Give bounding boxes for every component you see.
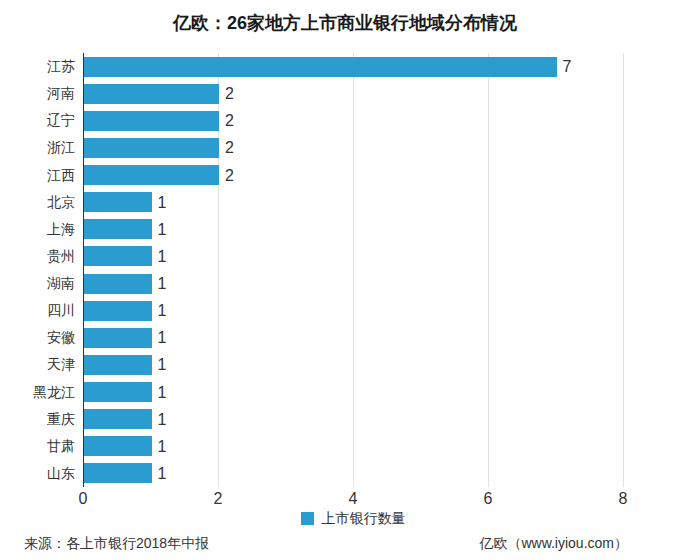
x-tick-label: 6 <box>484 490 493 508</box>
bar-row: 天津1 <box>83 351 623 378</box>
bar-row: 江苏7 <box>83 53 623 80</box>
bar <box>84 219 152 239</box>
category-label: 江西 <box>0 162 75 189</box>
brand-note: 亿欧（www.iyiou.com） <box>479 535 628 553</box>
bar <box>84 328 152 348</box>
category-label: 浙江 <box>0 134 75 161</box>
bar <box>84 84 219 104</box>
x-axis-tick-labels: 02468 <box>83 490 623 510</box>
value-label: 7 <box>563 53 572 80</box>
bar-row: 贵州1 <box>83 243 623 270</box>
category-label: 甘肃 <box>0 433 75 460</box>
bar-row: 浙江2 <box>83 134 623 161</box>
bar-row: 湖南1 <box>83 270 623 297</box>
value-label: 1 <box>158 406 167 433</box>
bar-row: 重庆1 <box>83 406 623 433</box>
bar <box>84 463 152 483</box>
bar-row: 上海1 <box>83 216 623 243</box>
value-label: 1 <box>158 433 167 460</box>
x-tick-label: 0 <box>79 490 88 508</box>
value-label: 1 <box>158 324 167 351</box>
legend: 上市银行数量 <box>83 510 623 528</box>
category-label: 辽宁 <box>0 107 75 134</box>
bar <box>84 436 152 456</box>
category-label: 重庆 <box>0 406 75 433</box>
bar <box>84 355 152 375</box>
bar-row: 北京1 <box>83 189 623 216</box>
bar-row: 甘肃1 <box>83 433 623 460</box>
category-label: 贵州 <box>0 243 75 270</box>
bar <box>84 246 152 266</box>
value-label: 1 <box>158 243 167 270</box>
category-label: 江苏 <box>0 53 75 80</box>
value-label: 2 <box>225 162 234 189</box>
bar-row: 辽宁2 <box>83 107 623 134</box>
category-label: 四川 <box>0 297 75 324</box>
bar <box>84 409 152 429</box>
gridline-x-8 <box>623 53 624 487</box>
value-label: 1 <box>158 270 167 297</box>
category-label: 山东 <box>0 460 75 487</box>
value-label: 1 <box>158 297 167 324</box>
legend-swatch-icon <box>301 512 314 525</box>
bar <box>84 382 152 402</box>
value-label: 2 <box>225 134 234 161</box>
bar-row: 安徽1 <box>83 324 623 351</box>
bar-row: 河南2 <box>83 80 623 107</box>
category-label: 湖南 <box>0 270 75 297</box>
value-label: 2 <box>225 80 234 107</box>
value-label: 1 <box>158 460 167 487</box>
bar <box>84 301 152 321</box>
x-tick-label: 4 <box>349 490 358 508</box>
x-tick-label: 2 <box>214 490 223 508</box>
bar <box>84 138 219 158</box>
category-label: 北京 <box>0 189 75 216</box>
category-label: 安徽 <box>0 324 75 351</box>
bar-row: 山东1 <box>83 460 623 487</box>
value-label: 1 <box>158 379 167 406</box>
chart-title: 亿欧：26家地方上市商业银行地域分布情况 <box>0 11 690 35</box>
bar <box>84 165 219 185</box>
category-label: 黑龙江 <box>0 379 75 406</box>
value-label: 1 <box>158 216 167 243</box>
bar-row: 黑龙江1 <box>83 379 623 406</box>
source-note: 来源：各上市银行2018年中报 <box>24 535 209 553</box>
category-label: 天津 <box>0 351 75 378</box>
bar <box>84 57 557 77</box>
value-label: 1 <box>158 189 167 216</box>
bar <box>84 111 219 131</box>
category-label: 上海 <box>0 216 75 243</box>
bar-row: 江西2 <box>83 162 623 189</box>
x-tick-label: 8 <box>619 490 628 508</box>
bar-row: 四川1 <box>83 297 623 324</box>
plot-area: 江苏7河南2辽宁2浙江2江西2北京1上海1贵州1湖南1四川1安徽1天津1黑龙江1… <box>83 53 623 487</box>
category-label: 河南 <box>0 80 75 107</box>
bar <box>84 274 152 294</box>
value-label: 2 <box>225 107 234 134</box>
bar <box>84 192 152 212</box>
legend-label: 上市银行数量 <box>322 510 406 526</box>
value-label: 1 <box>158 351 167 378</box>
